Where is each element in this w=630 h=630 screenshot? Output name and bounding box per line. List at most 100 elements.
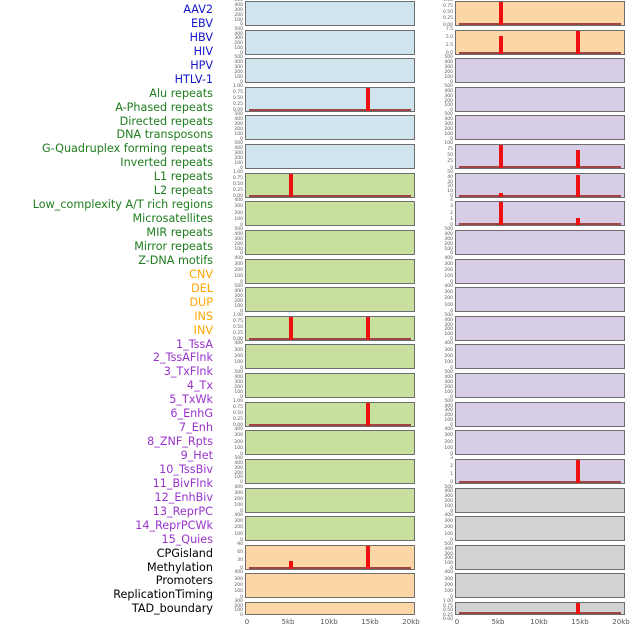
y-tick-label: 100 bbox=[444, 588, 453, 594]
track-label: 1_TssA bbox=[175, 337, 213, 351]
y-axis-ticks: 500 400 300 200 100 0 bbox=[427, 113, 453, 142]
track-panel bbox=[455, 144, 625, 170]
y-tick-label: 0 bbox=[450, 251, 453, 257]
track-panel bbox=[245, 1, 415, 26]
track-panel bbox=[455, 602, 625, 616]
y-tick-label: 0.75 bbox=[442, 603, 453, 609]
track-panel bbox=[455, 229, 625, 255]
y-tick-label: 200 bbox=[444, 353, 453, 359]
y-axis-ticks: 400 300 200 100 0 bbox=[217, 428, 243, 457]
y-tick-label: 0 bbox=[240, 79, 243, 85]
y-tick-label: 100 bbox=[444, 531, 453, 537]
y-tick-label: 3 bbox=[450, 204, 453, 210]
y-tick-label: 200 bbox=[234, 582, 243, 588]
y-tick-label: 200 bbox=[234, 525, 243, 531]
y-tick-label: 400 bbox=[234, 145, 243, 151]
y-tick-label: 0 bbox=[240, 566, 243, 572]
track-label: Methylation bbox=[146, 560, 213, 574]
y-tick-label: 75 bbox=[447, 147, 453, 153]
y-tick-label: 100 bbox=[234, 160, 243, 166]
y-tick-label: 400 bbox=[444, 231, 453, 237]
track-panel bbox=[455, 373, 625, 399]
y-axis-ticks: 50 40 30 20 10 0 bbox=[427, 170, 453, 200]
y-tick-label: 400 bbox=[234, 374, 243, 380]
y-tick-label: 200 bbox=[234, 470, 243, 476]
y-tick-label: 0 bbox=[240, 537, 243, 543]
y-tick-label: 200 bbox=[234, 439, 243, 445]
y-tick-label: 200 bbox=[444, 69, 453, 75]
y-tick-label: 50 bbox=[447, 153, 453, 159]
y-tick-label: 60 bbox=[237, 549, 243, 555]
x-tick-label: 15kb bbox=[361, 618, 379, 626]
track-panel bbox=[455, 458, 625, 484]
track-label: EBV bbox=[190, 16, 213, 30]
track-label: 11_BivFlnk bbox=[152, 476, 213, 490]
track-label: Promoters bbox=[155, 574, 213, 588]
y-tick-label: 1.00 bbox=[232, 83, 243, 89]
track-panel bbox=[455, 487, 625, 513]
y-tick-label: 400 bbox=[444, 60, 453, 66]
x-tick-label: 15kb bbox=[571, 618, 589, 626]
y-tick-label: 500 bbox=[444, 398, 453, 404]
y-tick-label: 400 bbox=[444, 489, 453, 495]
y-tick-label: 400 bbox=[444, 317, 453, 323]
y-tick-label: 100 bbox=[444, 359, 453, 365]
y-tick-label: 200 bbox=[444, 327, 453, 333]
y-tick-label: 0.25 bbox=[442, 612, 453, 618]
y-tick-label: 300 bbox=[234, 150, 243, 156]
track-panel bbox=[455, 29, 625, 55]
y-axis-ticks: 400 300 200 100 0 bbox=[427, 571, 453, 600]
y-tick-label: 200 bbox=[444, 127, 453, 133]
y-tick-label: 500 bbox=[234, 55, 243, 61]
track-panel bbox=[455, 430, 625, 456]
y-tick-label: 300 bbox=[234, 519, 243, 525]
y-tick-label: 0 bbox=[240, 480, 243, 486]
y-tick-label: 100 bbox=[234, 216, 243, 222]
y-tick-label: 500 bbox=[234, 26, 243, 32]
signal-baseline bbox=[459, 166, 621, 169]
y-tick-label: 0 bbox=[450, 508, 453, 514]
y-tick-label: 1.00 bbox=[232, 398, 243, 404]
signal-spike bbox=[576, 150, 580, 169]
y-tick-label: 300 bbox=[444, 322, 453, 328]
y-tick-label: 200 bbox=[444, 556, 453, 562]
track-label: DNA transposons bbox=[116, 128, 214, 142]
y-tick-label: 100 bbox=[234, 359, 243, 365]
y-tick-label: 200 bbox=[444, 98, 453, 104]
track-panel bbox=[455, 115, 625, 141]
y-tick-label: 0.00 bbox=[232, 423, 243, 429]
track-label: 14_ReprPCWk bbox=[135, 518, 213, 532]
track-panel bbox=[245, 602, 415, 616]
y-tick-label: 300 bbox=[234, 433, 243, 439]
y-tick-label: 0 bbox=[240, 251, 243, 257]
y-tick-label: 40 bbox=[447, 174, 453, 180]
y-axis-ticks: 400 300 200 100 0 bbox=[217, 485, 243, 515]
track-label: A-Phased repeats bbox=[115, 100, 213, 114]
y-tick-label: 0.50 bbox=[442, 10, 453, 16]
y-tick-label: 0 bbox=[450, 337, 453, 343]
track-label: 4_Tx bbox=[186, 379, 213, 393]
track-label: HBV bbox=[189, 30, 213, 44]
signal-baseline bbox=[459, 51, 621, 54]
y-tick-label: 0.75 bbox=[232, 89, 243, 95]
y-tick-label: 100 bbox=[234, 246, 243, 252]
track-panel bbox=[455, 287, 625, 313]
track-panel bbox=[245, 458, 415, 484]
y-tick-label: 100 bbox=[234, 502, 243, 508]
y-tick-label: 400 bbox=[444, 374, 453, 380]
y-tick-label: 500 bbox=[234, 112, 243, 118]
track-label: Alu repeats bbox=[149, 86, 213, 100]
y-tick-label: 200 bbox=[234, 353, 243, 359]
signal-baseline bbox=[459, 480, 621, 483]
y-tick-label: 200 bbox=[234, 41, 243, 47]
track-panel bbox=[245, 144, 415, 170]
y-tick-label: 400 bbox=[234, 2, 243, 8]
y-tick-label: 0.50 bbox=[232, 325, 243, 331]
signal-spike bbox=[366, 545, 370, 569]
y-tick-label: 0 bbox=[240, 451, 243, 457]
track-label: 13_ReprPC bbox=[152, 504, 213, 518]
y-tick-label: 100 bbox=[444, 504, 453, 510]
y-tick-label: 300 bbox=[234, 261, 243, 267]
y-tick-label: 400 bbox=[444, 255, 453, 261]
